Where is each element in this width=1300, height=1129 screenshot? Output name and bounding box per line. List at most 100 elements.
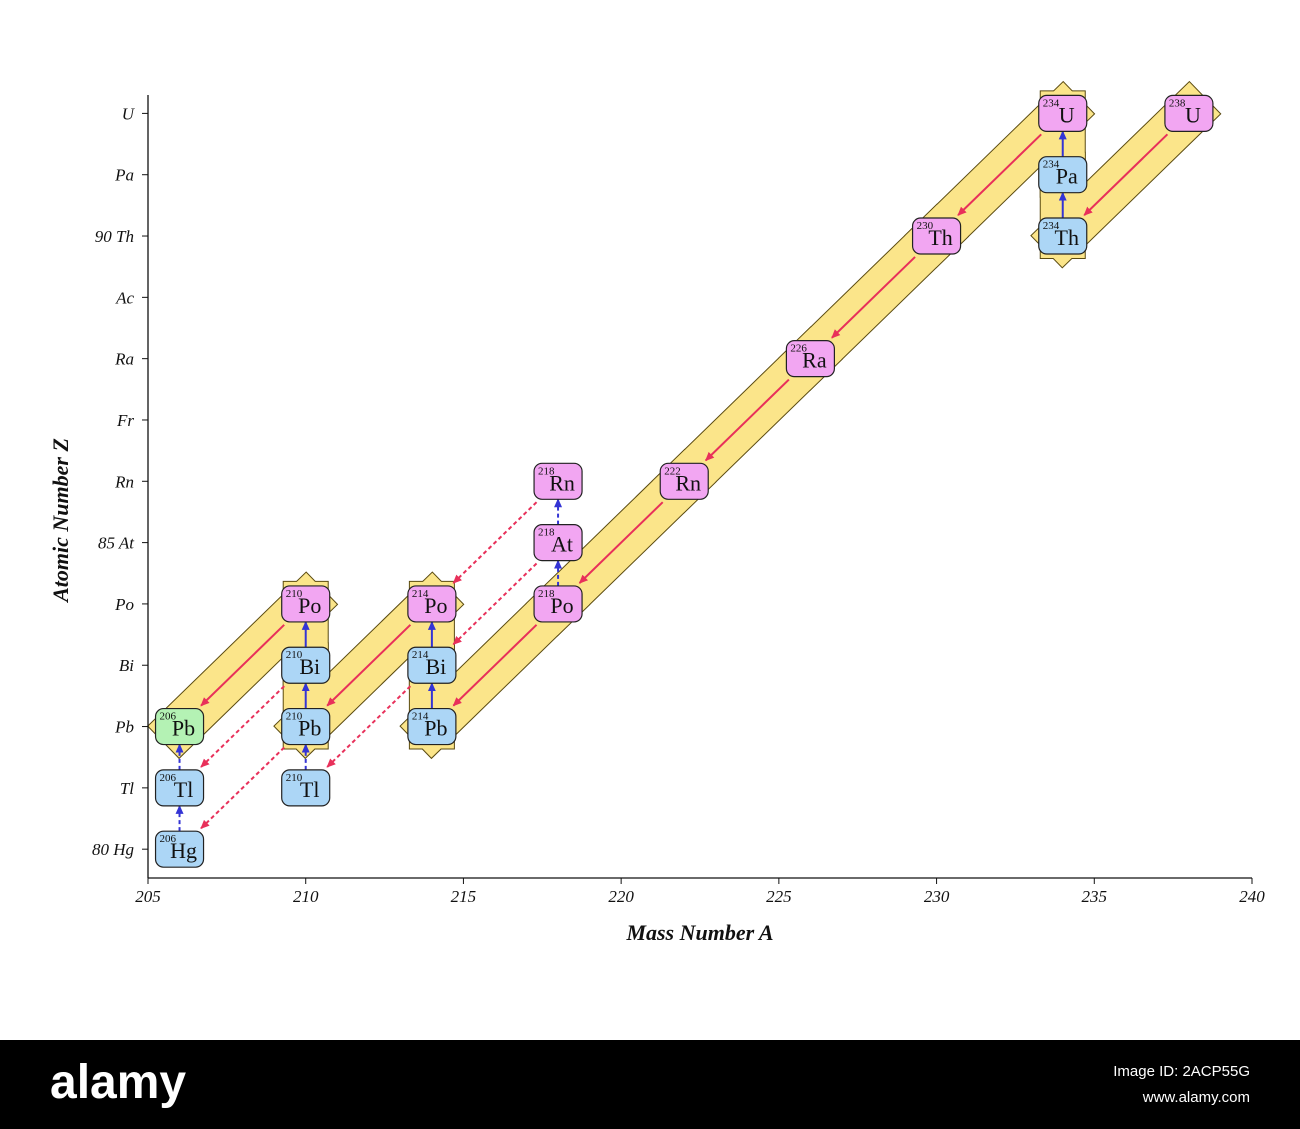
nuclide [911,217,962,255]
nuclide [1038,156,1088,194]
element-symbol: Pb [172,716,195,741]
alpha-decay-arrow [578,501,664,584]
y-tick-label: Ra [114,350,134,369]
y-axis-title: Atomic Number Z [48,438,73,604]
nuclide [154,707,205,746]
y-tick-label: Ac [115,288,134,307]
nuclide [659,462,709,500]
y-tick-label: Tl [120,779,134,798]
mass-number: 214 [412,588,429,600]
x-tick-label: 220 [608,887,634,906]
y-tick-label: Rn [114,472,134,491]
bands [147,80,1222,760]
footer-brand: alamy [50,1056,186,1109]
mass-number: 206 [160,833,177,845]
x-tick-label: 215 [451,887,477,906]
element-symbol: Po [424,593,447,618]
nuclide [533,585,583,623]
mass-number: 210 [286,588,303,600]
nuclide [1164,94,1214,132]
alpha-decay-arrow [200,624,285,707]
alpha-decay-arrow [326,685,412,768]
element-symbol: Pb [424,716,447,741]
element-symbol: Tl [300,777,320,802]
mass-number: 214 [412,711,429,723]
alpha-decay-arrow [705,378,790,462]
mass-number: 214 [412,649,429,661]
mass-number: 238 [1169,97,1186,109]
y-tick-label: 80 Hg [92,840,134,859]
y-tick-label: U [122,104,136,123]
mass-number: 206 [160,711,177,723]
y-tick-label: Pb [114,718,134,737]
nuclide [407,646,457,684]
y-tick-label: Bi [119,656,134,675]
mass-number: 234 [1043,220,1060,232]
mass-number: 210 [286,772,303,784]
mass-number: 218 [538,465,555,477]
mass-number: 234 [1043,97,1060,109]
alpha-decay-arrow [200,685,285,768]
arrows [175,130,1169,832]
alpha-decay-arrow [452,501,538,584]
mass-number: 226 [790,343,807,355]
element-symbol: Po [298,593,321,618]
element-symbol: Pa [1056,164,1078,189]
y-tick-label: 85 At [98,534,135,553]
footer-id: Image ID: 2ACP55G [1113,1063,1250,1080]
y-tick-label: 90 Th [95,227,134,246]
nuclide [407,585,457,623]
x-tick-label: 235 [1082,887,1108,906]
mass-number: 222 [664,465,681,477]
nuclide [1038,94,1088,132]
element-symbol: Bi [425,654,446,679]
element-symbol: U [1185,102,1201,127]
element-symbol: Tl [174,777,194,802]
nuclide [281,585,331,623]
nuclide [533,462,583,500]
nuclide [1038,217,1088,255]
element-symbol: Po [550,593,573,618]
nuclide [281,646,331,684]
footer-url: www.alamy.com [1142,1089,1250,1106]
y-tick-label: Po [114,595,134,614]
x-axis-title: Mass Number A [625,920,773,945]
x-tick-label: 205 [135,887,161,906]
alpha-decay-arrow [831,256,916,339]
y-tick-label: Fr [116,411,134,430]
nuclide [281,707,331,746]
x-tick-label: 225 [766,887,792,906]
element-symbol: Th [928,225,952,250]
nuclide [154,769,205,807]
element-symbol: U [1059,102,1075,127]
y-tick-label: Pa [114,166,134,185]
alpha-decay-arrow [200,746,285,829]
mass-number: 234 [1043,159,1060,171]
element-symbol: Pb [298,716,321,741]
alpha-decay-arrow [452,562,538,646]
element-symbol: Rn [675,470,701,495]
alpha-decay-arrow [957,133,1042,216]
mass-number: 210 [286,649,303,661]
element-symbol: Hg [170,838,197,863]
x-tick-label: 240 [1239,887,1265,906]
footer-band [0,1040,1300,1129]
element-symbol: Ra [802,348,827,373]
element-symbol: Rn [549,470,575,495]
x-tick-label: 210 [293,887,319,906]
element-symbol: Bi [299,654,320,679]
alpha-decay-arrow [452,624,538,707]
element-symbol: At [551,532,573,557]
alpha-decay-arrow [326,624,412,707]
mass-number: 218 [538,588,555,600]
nuclide [785,340,836,378]
nuclide [533,524,583,562]
mass-number: 230 [917,220,934,232]
mass-number: 210 [286,711,303,723]
element-symbol: Th [1055,225,1079,250]
mass-number: 206 [160,772,177,784]
x-tick-label: 230 [924,887,950,906]
